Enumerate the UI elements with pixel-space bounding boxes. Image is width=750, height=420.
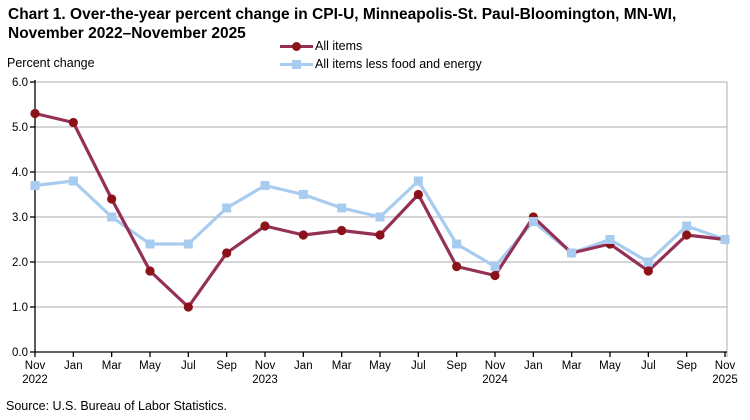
data-point-core <box>452 239 462 249</box>
x-tick-label: Jul <box>181 360 196 372</box>
data-point-all-items <box>337 225 347 236</box>
y-tick-label: 0.0 <box>12 347 28 359</box>
legend-square-marker-icon <box>280 59 313 69</box>
data-point-all-items <box>682 230 692 240</box>
y-tick-label: 4.0 <box>12 167 28 179</box>
data-point-all-items <box>260 221 270 231</box>
data-point-all-items <box>413 189 423 200</box>
x-tick-label: Nov <box>485 360 506 372</box>
data-point-all-items <box>375 230 385 240</box>
data-point-all-items <box>183 302 193 312</box>
data-point-core <box>605 235 615 244</box>
x-tick-label: Jan <box>294 360 313 372</box>
data-point-core <box>145 239 155 249</box>
x-tick-label: Jul <box>411 360 426 372</box>
y-tick-label: 3.0 <box>12 212 28 224</box>
source-attribution: Source: U.S. Bureau of Labor Statistics. <box>6 399 227 413</box>
y-tick-label: 5.0 <box>12 122 28 134</box>
data-point-core <box>528 217 538 226</box>
y-tick-label: 1.0 <box>12 302 28 314</box>
data-point-all-items <box>30 108 40 119</box>
y-tick-label: 6.0 <box>12 77 28 89</box>
data-point-core <box>490 262 500 271</box>
data-point-all-items <box>452 261 462 272</box>
x-tick-label: May <box>369 360 391 372</box>
data-point-all-items <box>490 270 500 281</box>
x-tick-label: Mar <box>102 360 122 372</box>
x-tick-year-label: 2023 <box>252 374 278 386</box>
data-point-all-items <box>643 266 653 276</box>
data-point-core <box>413 176 423 186</box>
x-tick-label: Nov <box>715 360 736 372</box>
x-tick-label: Nov <box>255 360 276 372</box>
data-point-all-items <box>298 230 308 240</box>
data-point-core <box>222 203 232 213</box>
x-tick-year-label: 2022 <box>22 374 48 386</box>
x-tick-label: Sep <box>446 360 466 372</box>
y-tick-label: 2.0 <box>12 257 28 269</box>
x-tick-label: May <box>139 360 161 372</box>
data-point-core <box>260 181 270 190</box>
x-tick-label: Sep <box>676 360 696 372</box>
chart-title: Chart 1. Over-the-year percent change in… <box>8 6 677 42</box>
data-point-core <box>375 212 385 222</box>
data-point-core <box>567 248 577 258</box>
legend-label: All items less food and energy <box>315 57 482 71</box>
x-tick-label: Jul <box>641 360 656 372</box>
x-tick-label: Mar <box>562 360 582 372</box>
data-point-all-items <box>145 266 155 276</box>
data-point-core <box>298 190 308 199</box>
x-tick-label: Nov <box>25 360 46 372</box>
x-tick-label: Mar <box>332 360 352 372</box>
series-line-all-items <box>34 111 726 309</box>
data-point-core <box>30 181 40 190</box>
legend-item: All items less food and energy <box>280 55 482 73</box>
y-axis-title: Percent change <box>7 56 95 70</box>
data-point-core <box>337 203 347 213</box>
data-point-all-items <box>68 117 78 128</box>
chart-legend: All items All items less food and energy <box>280 37 482 73</box>
legend-label: All items <box>315 39 363 53</box>
legend-item: All items <box>280 37 482 55</box>
x-tick-year-label: 2025 <box>712 374 738 386</box>
data-point-core <box>183 239 193 249</box>
x-tick-label: Sep <box>216 360 236 372</box>
x-tick-label: May <box>599 360 621 372</box>
x-tick-year-label: 2024 <box>482 374 508 386</box>
data-point-core <box>682 221 692 231</box>
data-point-core <box>720 235 730 244</box>
x-tick-label: Jan <box>524 360 543 372</box>
data-point-core <box>107 212 117 222</box>
legend-circle-marker-icon <box>280 41 313 51</box>
data-point-core <box>643 257 653 267</box>
data-point-core <box>68 176 78 186</box>
x-tick-label: Jan <box>64 360 83 372</box>
data-point-all-items <box>107 194 117 204</box>
data-point-all-items <box>222 248 232 258</box>
